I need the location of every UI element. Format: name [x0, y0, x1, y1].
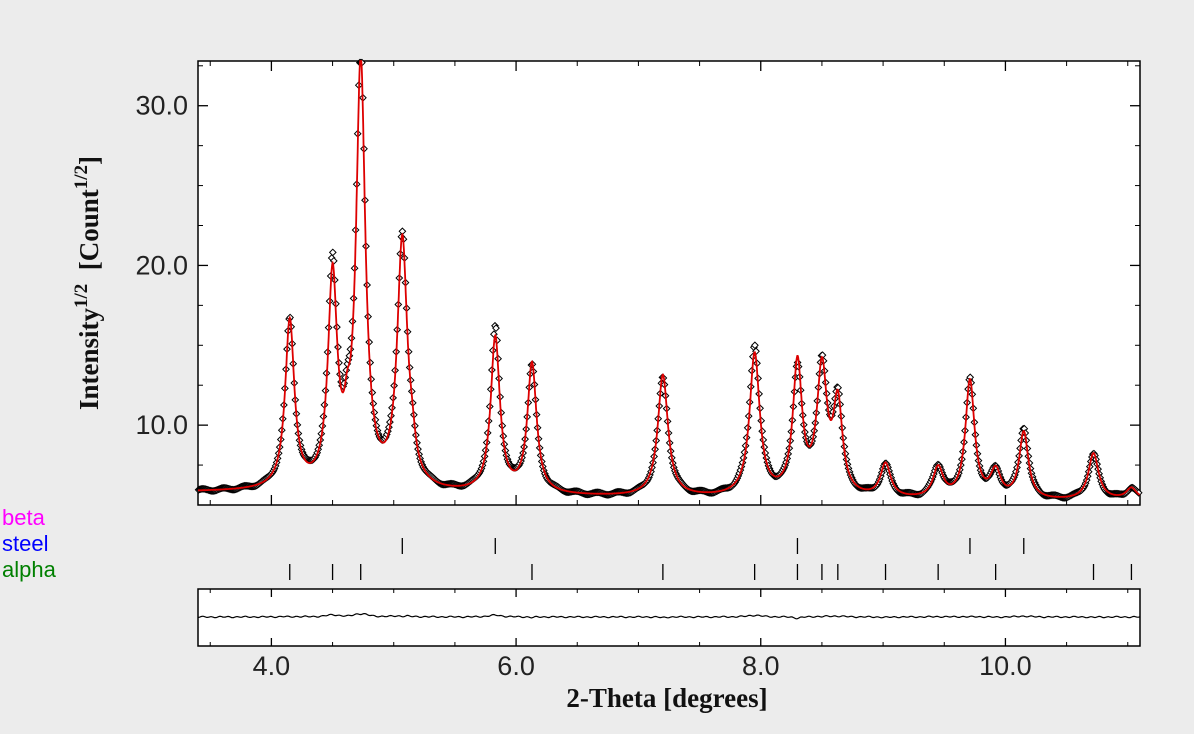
y-tick-label: 20.0 — [135, 250, 188, 280]
y-axis-title-sup1: 1/2 — [71, 284, 92, 308]
x-tick-label: 4.0 — [253, 651, 291, 681]
x-tick-label: 8.0 — [742, 651, 780, 681]
legend-steel-label: steel — [2, 531, 48, 556]
calculated-curve — [198, 60, 1141, 498]
y-tick-label: 10.0 — [135, 410, 188, 440]
observed-point — [328, 248, 337, 257]
difference-plot-content — [198, 613, 1140, 620]
y-axis-title-unit: [Count — [74, 189, 104, 284]
observed-point — [492, 324, 500, 333]
x-tick-label: 6.0 — [497, 651, 535, 681]
x-axis-ticks: 4.0 6.0 8.0 10.0 — [209, 61, 1129, 681]
legend-beta-label: beta — [2, 505, 46, 530]
y-axis-title-sup2: 1/2 — [71, 165, 92, 189]
y-axis-ticks: 10.0 20.0 30.0 — [135, 65, 1140, 466]
difference-curve — [198, 613, 1140, 620]
reflection-markers — [289, 538, 1133, 580]
main-plot-content — [194, 58, 1143, 502]
y-axis-title-base: Intensity — [74, 308, 104, 411]
x-tick-label: 10.0 — [979, 651, 1032, 681]
x-axis-title: 2-Theta [degrees] — [566, 683, 767, 713]
legend-alpha-label: alpha — [2, 557, 57, 582]
y-axis-title: Intensity1/2 [Count1/2] — [71, 156, 104, 410]
y-tick-label: 30.0 — [135, 91, 188, 121]
y-axis-title-end: ] — [74, 156, 104, 165]
